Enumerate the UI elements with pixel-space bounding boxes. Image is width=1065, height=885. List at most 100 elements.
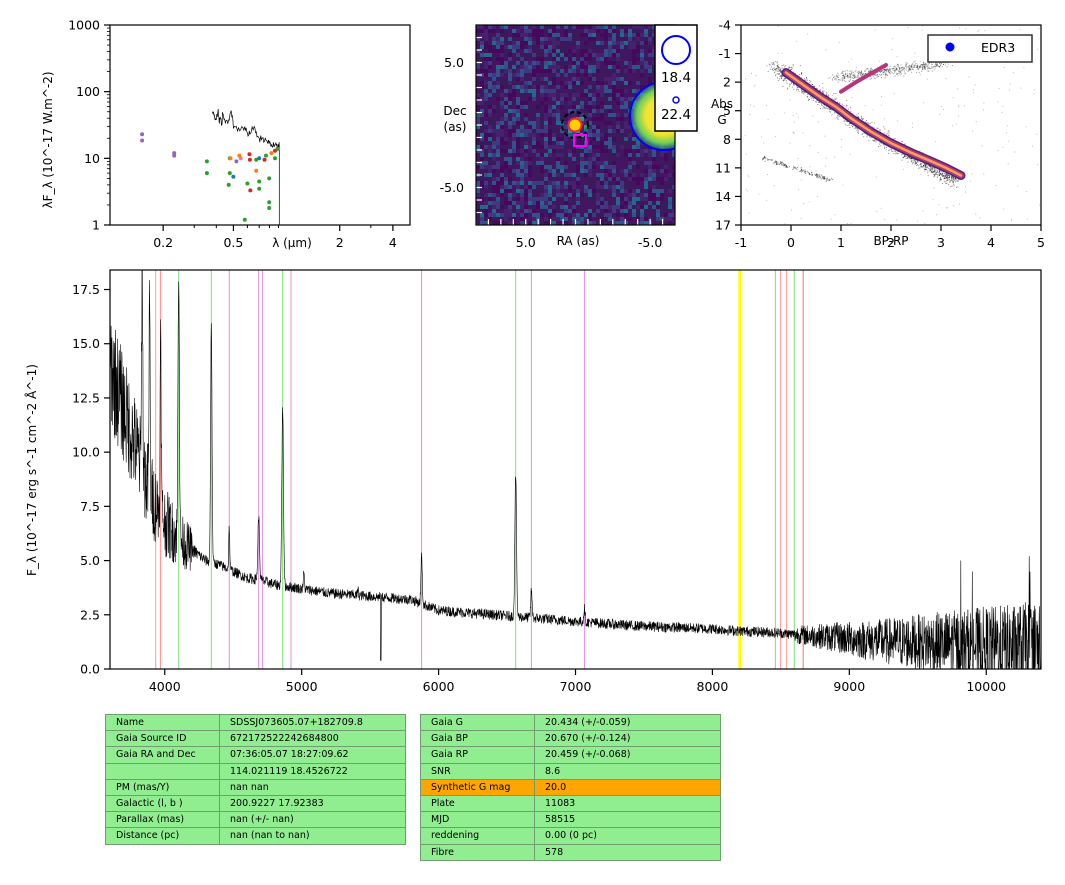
hrd-star [834,214,836,216]
hrd-star [889,68,891,70]
sed-model-spectrum [212,108,280,225]
image-pixel [516,45,520,49]
hrd-star [783,77,785,79]
image-pixel [620,129,624,133]
hrd-star [908,66,910,68]
image-pixel [560,33,564,37]
image-pixel [504,25,508,29]
hrd-star [776,62,778,64]
image-pixel [488,149,492,153]
image-pixel [532,25,536,29]
hrd-star [910,157,912,159]
hrd-star [923,166,925,168]
image-pixel [616,49,620,53]
hrd-star [923,65,925,67]
sed-point [248,188,253,193]
hrd-star [852,71,854,73]
hrd-star [834,112,836,114]
hrd-star [876,74,878,76]
hrd-star [915,63,917,64]
hrd-star [917,161,919,162]
image-pixel [512,221,516,225]
hrd-star [944,178,946,180]
image-pixel [600,85,604,89]
image-pixel [604,205,608,209]
image-pixel [476,181,480,185]
image-pixel [652,161,656,165]
hrd-star [885,69,887,71]
hrd-star [806,96,808,98]
image-pixel [652,73,656,77]
hrd-star [822,87,824,89]
image-pixel [564,81,568,85]
image-pixel [532,149,536,153]
image-pixel [612,29,616,33]
image-pixel [552,217,556,221]
image-pixel [564,173,568,177]
hrd-star [939,67,941,69]
image-pixel [532,217,536,221]
image-pixel [492,89,496,93]
image-pixel [540,161,544,165]
image-pixel [588,109,592,113]
image-pixel [664,177,668,181]
image-pixel [548,37,552,41]
hrd-star [861,118,863,120]
hrd-white-dwarf [823,178,825,180]
hrd-star [951,175,953,177]
image-pixel [560,57,564,61]
image-pixel [500,141,504,145]
hrd-star [849,153,851,155]
image-pixel [540,89,544,93]
image-pixel [528,157,532,161]
image-pixel [592,129,596,133]
image-pixel [556,25,560,29]
image-pixel [668,197,672,201]
image-pixel [576,81,580,85]
image-pixel [504,97,508,101]
image-pixel [528,201,532,205]
image-pixel [516,209,520,213]
image-pixel [648,185,652,189]
table-value: SDSSJ073605.07+182709.8 [219,713,406,732]
image-pixel [584,173,588,177]
image-pixel [632,37,636,41]
image-panel: 5.0-5.05.0 -5.0 18.4 22.4 RA (as) Dec (as… [440,24,698,250]
image-pixel [496,57,500,61]
image-pixel [500,73,504,77]
hrd-star [874,139,876,141]
image-pixel [604,201,608,205]
hrd-star [1026,191,1028,193]
image-pixel [568,57,572,61]
image-pixel [476,217,480,221]
image-pixel [516,29,520,33]
image-pixel [564,137,568,141]
hrd-star [869,70,871,72]
image-pixel [588,205,592,209]
image-pixel [668,217,672,221]
hrd-star [1002,105,1004,107]
image-pixel [632,133,636,137]
image-pixel [532,93,536,97]
hrd-star [812,84,813,86]
hrd-star [927,165,929,166]
hrd-star [939,179,941,181]
hrd-white-dwarf [804,170,806,172]
hrd-star [955,178,956,179]
image-pixel [612,149,616,153]
image-pixel [544,205,548,209]
hrd-star [784,166,786,168]
hrd-star [883,118,885,120]
image-pixel [596,173,600,177]
image-pixel [648,169,652,173]
image-pixel [500,125,504,129]
hrd-star [894,69,896,71]
image-pixel [652,193,656,197]
image-pixel [584,209,588,213]
hrd-star [911,66,913,68]
image-pixel [640,85,644,89]
image-pixel [540,69,544,73]
hrd-star [954,179,956,181]
hrd-white-dwarf [811,172,813,174]
hrd-star [835,79,837,81]
